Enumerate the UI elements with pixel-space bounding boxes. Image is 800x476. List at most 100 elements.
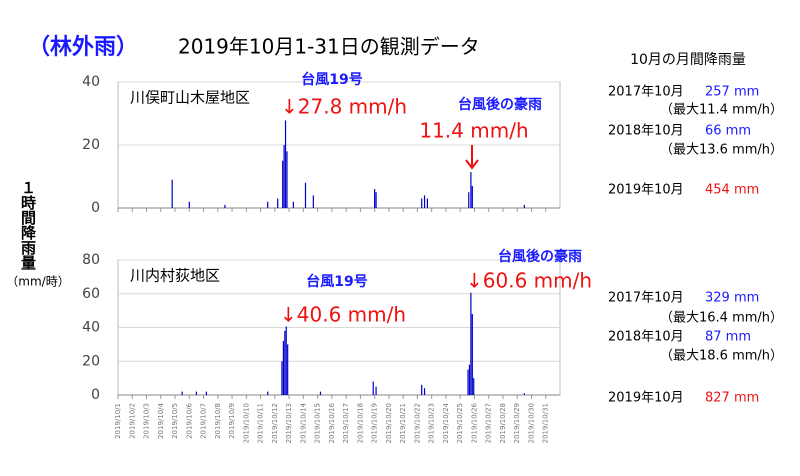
y-tick-label: 60 [82,286,100,302]
bar [283,145,285,208]
x-tick-label: 2019/10/29 [513,403,521,443]
x-tick-label: 2019/10/22 [413,403,421,443]
bar [304,182,307,208]
x-tick-label: 2019/10/26 [470,402,478,443]
bar [292,201,294,208]
x-tick-label: 2019/10/7 [200,403,208,439]
bar [171,179,173,208]
bar [285,326,287,395]
bar [282,341,284,395]
y-axis-label: １時間降雨量 [19,180,37,270]
x-tick-label: 2019/10/30 [527,403,535,443]
title-prefix: （林外雨） [28,34,138,60]
annotation: 台風19号 [301,71,362,88]
total-value: 454 mm [705,183,759,198]
bar [281,361,283,395]
bar [224,204,226,208]
x-tick-label: 2019/10/5 [171,403,179,439]
bar [375,386,377,395]
x-tick-label: 2019/10/10 [242,403,250,443]
year-label: 2018年10月 [608,330,684,345]
bar [470,172,472,208]
bar [426,198,428,208]
annotation: 11.4 mm/h [419,119,528,143]
bar [277,198,279,208]
annotation: 台風後の豪雨 [458,96,542,113]
annotation: 台風19号 [306,273,367,290]
bar [181,391,183,395]
total-value: 329 mm [705,291,759,306]
max-value: （最大13.6 mm/h） [660,143,783,158]
x-tick-label: 2019/10/14 [299,402,307,443]
x-tick-label: 2019/10/18 [356,403,364,443]
x-tick-label: 2019/10/27 [485,403,493,443]
year-label: 2019年10月 [608,391,684,406]
total-value: 257 mm [705,85,759,100]
bar [421,198,423,208]
bar [287,344,289,395]
bar [195,391,198,395]
y-tick-label: 40 [82,74,100,90]
bar [267,201,269,208]
annotation: ↓40.6 mm/h [280,303,406,327]
x-tick-label: 2019/10/8 [214,403,222,439]
year-label: 2017年10月 [608,291,684,306]
y-tick-label: 0 [91,387,100,403]
panel-title: 川内村荻地区 [130,267,220,285]
x-tick-label: 2019/10/3 [143,403,151,439]
year-label: 2019年10月 [608,183,684,198]
bar [286,151,288,208]
bar [467,369,469,395]
bar [423,388,426,395]
bar [468,364,471,395]
y-tick-label: 20 [82,137,100,153]
bar [423,195,426,208]
x-tick-label: 2019/10/21 [399,403,407,443]
bar [523,393,525,395]
x-tick-label: 2019/10/16 [328,402,336,443]
max-value: （最大16.4 mm/h） [660,311,783,326]
x-tick-label: 2019/10/24 [442,402,450,443]
bar [421,384,423,395]
bar [372,381,374,395]
bar [374,189,376,208]
year-label: 2017年10月 [608,85,684,100]
title: 2019年10月1-31日の観測データ [178,35,480,59]
total-value: 827 mm [705,391,759,406]
y-tick-label: 40 [82,320,100,336]
x-tick-label: 2019/10/6 [185,402,193,438]
total-value: 66 mm [705,124,751,139]
max-value: （最大11.4 mm/h） [660,103,783,118]
annotation: ↓27.8 mm/h [281,95,407,119]
x-tick-label: 2019/10/19 [371,403,379,443]
total-value: 87 mm [705,330,751,345]
x-tick-label: 2019/10/31 [542,403,550,443]
x-tick-label: 2019/10/20 [385,403,393,443]
x-tick-label: 2019/10/15 [314,403,322,443]
x-tick-label: 2019/10/17 [342,403,350,443]
bar [470,292,472,395]
y-tick-label: 20 [82,353,100,369]
y-axis-unit: （mm/時） [6,275,69,289]
bar [267,391,269,395]
bar [282,160,284,208]
bar [188,201,190,208]
arrow-head [465,159,479,170]
x-tick-label: 2019/10/23 [428,403,436,443]
bar [312,195,314,208]
bar [523,204,525,208]
year-label: 2018年10月 [608,124,684,139]
x-tick-label: 2019/10/28 [499,403,507,443]
bar [284,120,287,208]
bar [471,185,473,208]
x-tick-label: 2019/10/4 [157,402,165,438]
x-tick-label: 2019/10/2 [128,403,136,439]
x-tick-label: 2019/10/11 [257,403,265,443]
bar [473,378,475,395]
bar [375,192,377,208]
bar [468,192,470,208]
x-tick-label: 2019/10/13 [285,403,293,443]
bar [284,330,286,395]
bar [205,391,207,395]
